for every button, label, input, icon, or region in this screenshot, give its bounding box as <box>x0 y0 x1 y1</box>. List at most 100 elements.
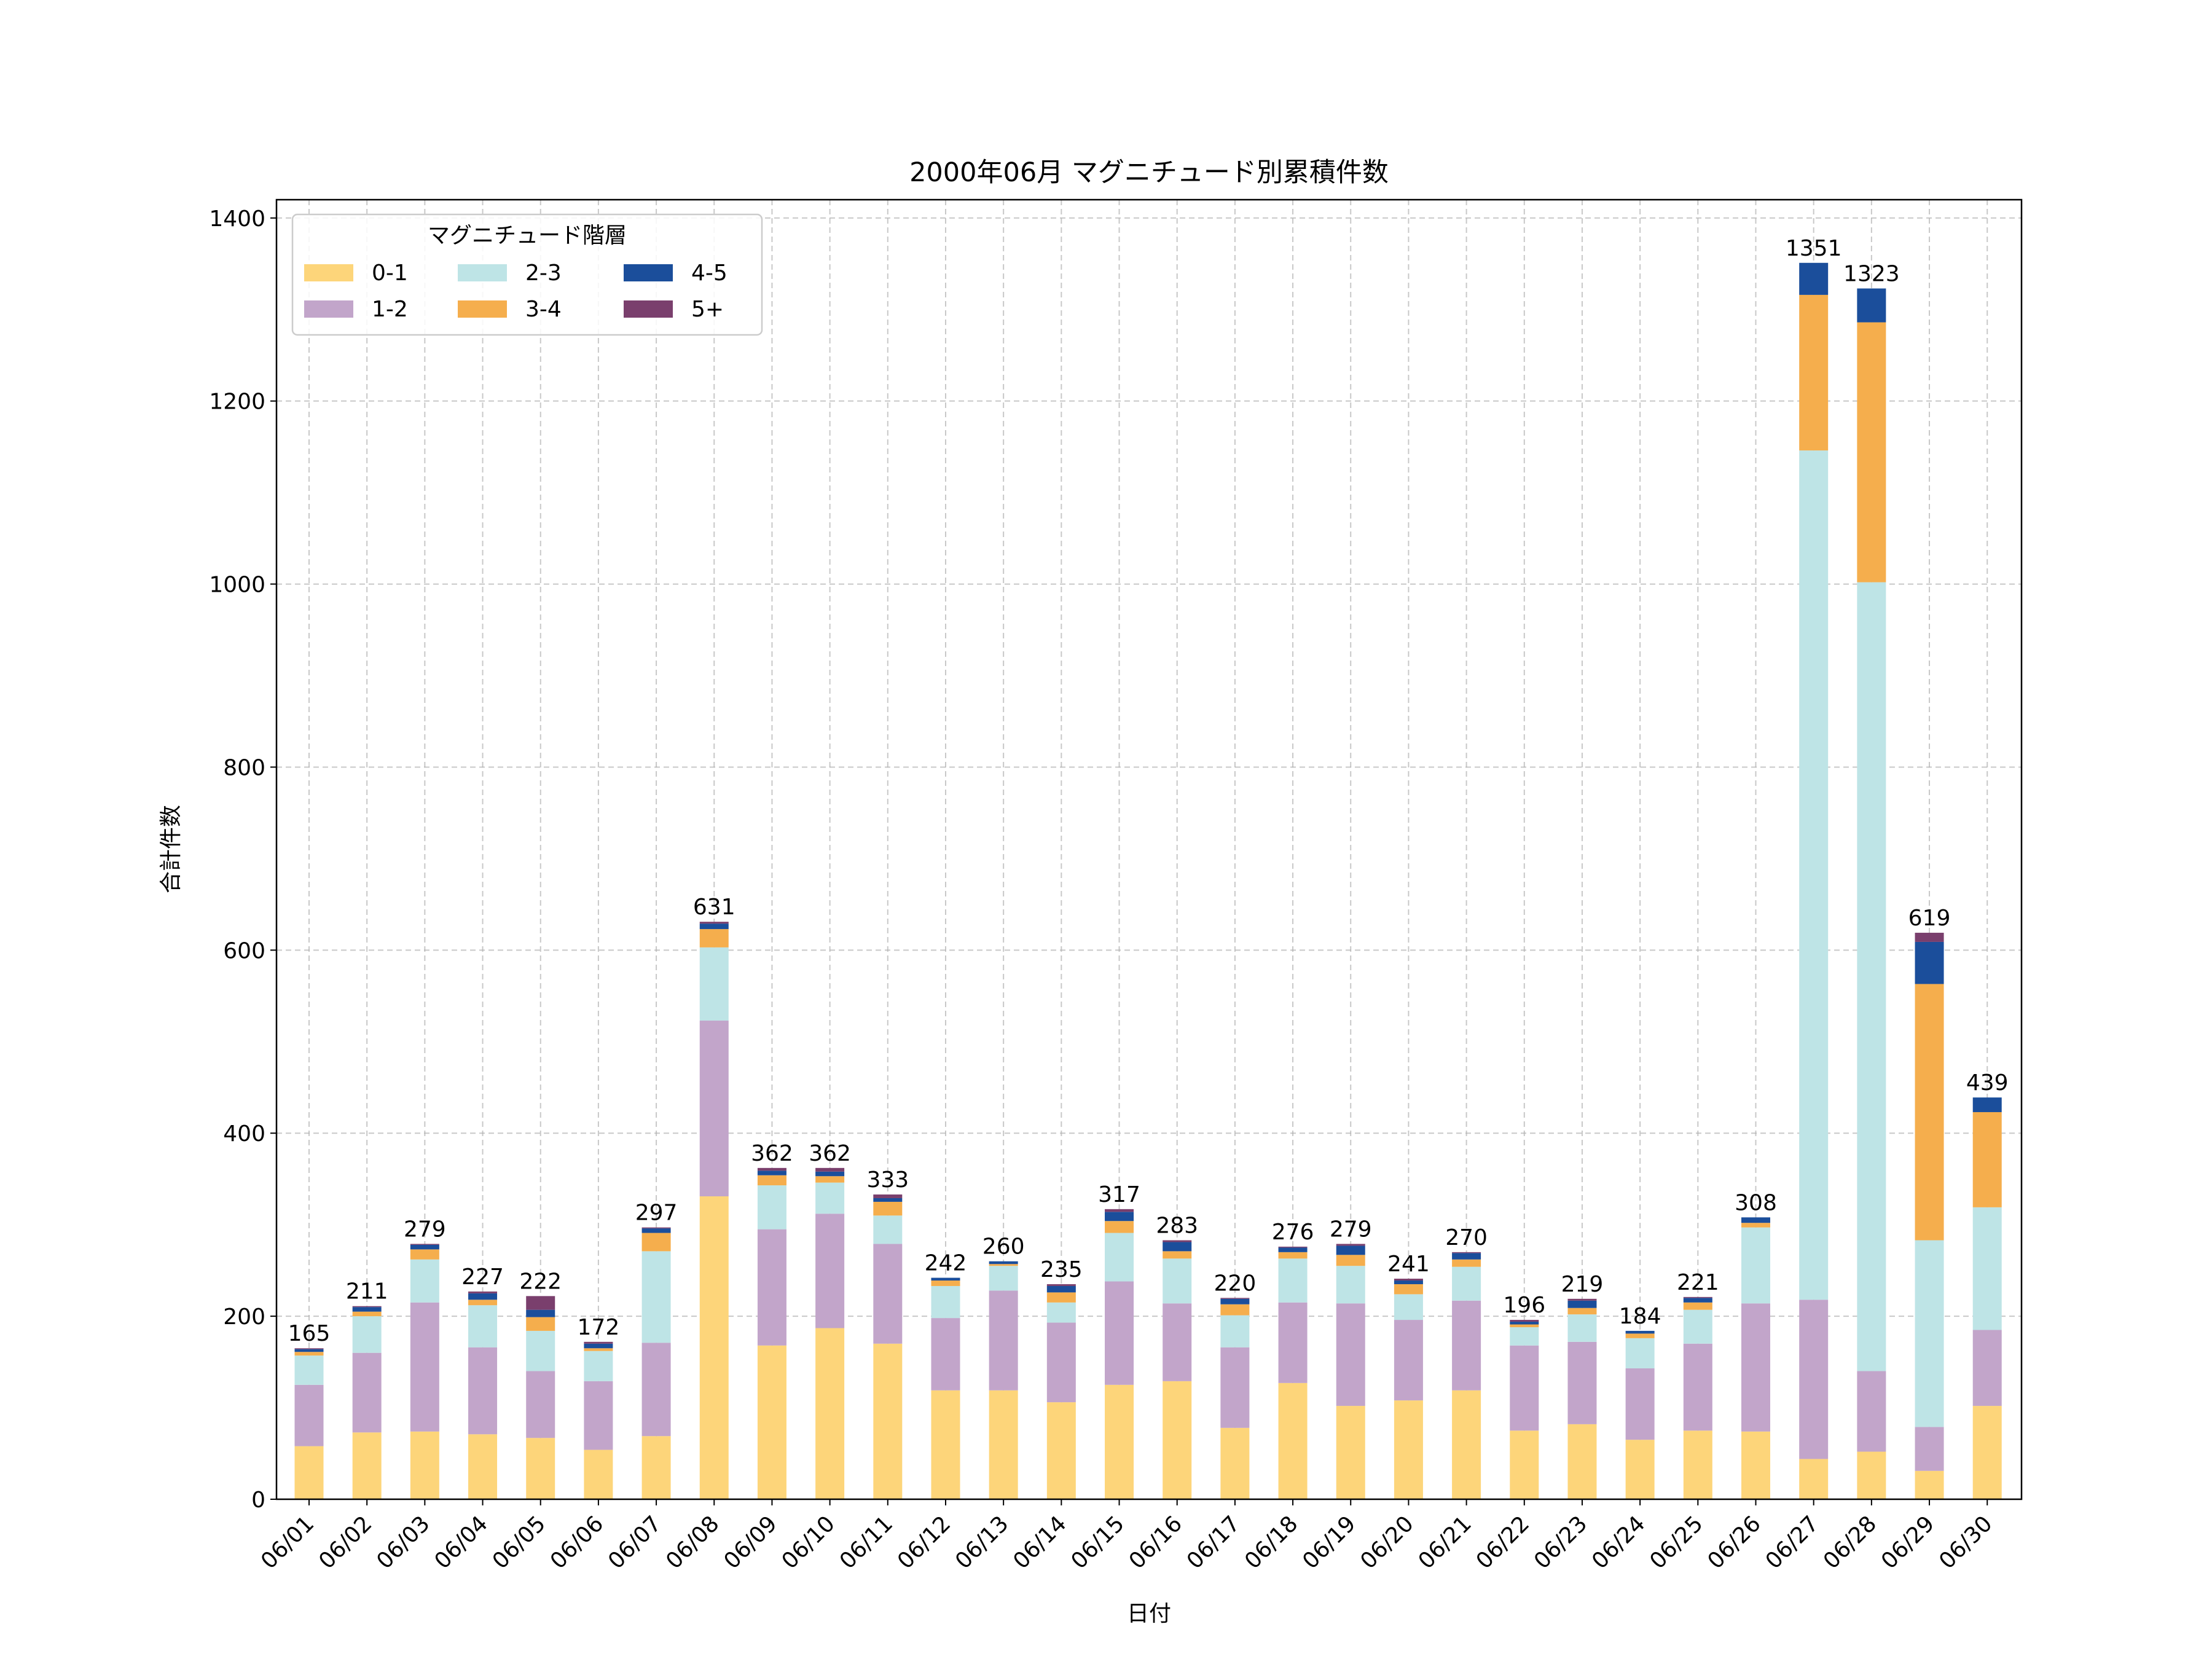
bar-total-label: 317 <box>1098 1182 1140 1207</box>
bar-segment-5+ <box>699 922 729 924</box>
bar-segment-1-2 <box>1741 1303 1770 1432</box>
bar-segment-2-3 <box>1972 1207 2002 1330</box>
bar-segment-0-1 <box>1278 1382 1308 1499</box>
bar-segment-2-3 <box>1394 1294 1423 1320</box>
bar-segment-0-1 <box>1741 1431 1770 1499</box>
bar-segment-4-5 <box>1163 1242 1192 1252</box>
legend-items: 0-1 1-2 2-3 3-4 4-5 5+ <box>304 261 728 322</box>
legend-label-3-4: 3-4 <box>525 297 562 322</box>
bar-segment-4-5 <box>1510 1322 1539 1325</box>
plot-frame <box>275 198 2023 1500</box>
bar-segment-4-5 <box>1452 1253 1481 1260</box>
bar-segment-3-4 <box>873 1201 903 1216</box>
bar-segment-2-3 <box>526 1330 555 1371</box>
bar-segment-4-5 <box>815 1171 845 1177</box>
bar-segment-3-4 <box>526 1317 555 1331</box>
bar-segment-3-4 <box>1972 1112 2002 1207</box>
bar-segment-5+ <box>1683 1296 1712 1298</box>
bar-segment-5+ <box>1046 1284 1076 1286</box>
bar-total-label: 297 <box>635 1201 678 1226</box>
bar-total-label: 220 <box>1214 1271 1257 1296</box>
bar-segment-4-5 <box>1683 1298 1712 1303</box>
y-axis: 0 200 400 600 800 1000 1200 1400 <box>209 206 276 1513</box>
bar-segment-2-3 <box>410 1259 439 1303</box>
bar-segment-5+ <box>873 1194 903 1198</box>
bar-segment-0-1 <box>699 1196 729 1499</box>
legend-swatch-5+ <box>624 300 673 318</box>
bar-segment-2-3 <box>1799 450 1829 1300</box>
bar-segment-1-2 <box>1915 1427 1944 1471</box>
bar-total-label: 308 <box>1735 1190 1777 1215</box>
bar-total-label: 279 <box>1330 1217 1372 1242</box>
bar-segment-1-2 <box>584 1381 613 1450</box>
bar-segment-1-2 <box>931 1318 960 1390</box>
bar-segment-2-3 <box>1278 1258 1308 1303</box>
bar-segment-0-1 <box>931 1390 960 1499</box>
bar-segment-2-3 <box>1857 582 1886 1371</box>
bar-segment-4-5 <box>294 1349 324 1352</box>
bar-segment-1-2 <box>1510 1345 1539 1431</box>
bar-segment-1-2 <box>757 1229 786 1346</box>
bar-total-label: 283 <box>1156 1213 1198 1238</box>
bar-segment-1-2 <box>468 1347 498 1435</box>
bar-total-label: 362 <box>809 1141 851 1166</box>
bar-segment-3-4 <box>1394 1284 1423 1295</box>
bar-total-label: 333 <box>866 1167 909 1193</box>
bar-segment-2-3 <box>1915 1240 1944 1427</box>
bar-segment-2-3 <box>352 1316 382 1353</box>
bar-segment-1-2 <box>1857 1371 1886 1452</box>
bar-segment-0-1 <box>1915 1470 1944 1499</box>
y-tick-label: 0 <box>251 1488 265 1513</box>
bar-segment-2-3 <box>584 1351 613 1381</box>
bar-segment-0-1 <box>1394 1400 1423 1499</box>
bar-segment-3-4 <box>1567 1308 1597 1315</box>
bar-segment-1-2 <box>294 1384 324 1446</box>
legend: マグニチュード階層 0-1 1-2 2-3 3-4 4-5 5+ <box>291 213 763 336</box>
bar-segment-1-2 <box>410 1302 439 1432</box>
y-tick-label: 400 <box>223 1121 265 1147</box>
bar-segment-5+ <box>1163 1240 1192 1242</box>
bar-segment-5+ <box>1105 1209 1134 1212</box>
bar-segment-3-4 <box>410 1249 439 1260</box>
bar-segment-2-3 <box>1336 1266 1365 1304</box>
bar-total-label: 279 <box>404 1217 446 1242</box>
bar-segment-3-4 <box>989 1264 1018 1266</box>
bar-segment-5+ <box>584 1341 613 1344</box>
bar-segment-4-5 <box>1046 1285 1076 1293</box>
bar-segment-1-2 <box>1336 1303 1365 1406</box>
bar-segment-2-3 <box>1163 1258 1192 1304</box>
bar-segment-1-2 <box>1046 1322 1076 1403</box>
bar-segment-5+ <box>757 1167 786 1171</box>
bar-segment-4-5 <box>410 1244 439 1250</box>
bar-segment-4-5 <box>1857 288 1886 323</box>
bar-segment-3-4 <box>1625 1333 1655 1338</box>
bar-segment-4-5 <box>352 1307 382 1312</box>
bar-segment-3-4 <box>815 1176 845 1183</box>
bar-segment-4-5 <box>1105 1212 1134 1222</box>
bar-segment-3-4 <box>468 1300 498 1306</box>
bar-segment-2-3 <box>1741 1227 1770 1304</box>
bar-total-label: 172 <box>578 1315 620 1340</box>
bar-segment-0-1 <box>1567 1424 1597 1499</box>
bar-segment-1-2 <box>1567 1341 1597 1424</box>
bar-segment-2-3 <box>757 1185 786 1230</box>
y-tick-label: 1200 <box>209 390 265 415</box>
legend-title: マグニチュード階層 <box>428 223 627 248</box>
bar-total-label: 211 <box>346 1279 388 1304</box>
bar-segment-2-3 <box>294 1355 324 1385</box>
bar-total-label: 165 <box>288 1321 331 1346</box>
bar-segment-3-4 <box>1278 1252 1308 1259</box>
bar-segment-4-5 <box>1741 1217 1770 1223</box>
y-tick-label: 600 <box>223 938 265 963</box>
bar-total-label: 270 <box>1445 1225 1488 1250</box>
bar-segment-5+ <box>1452 1252 1481 1253</box>
bar-segment-1-2 <box>641 1343 671 1437</box>
bar-segment-1-2 <box>526 1371 555 1438</box>
bar-segment-1-2 <box>873 1244 903 1344</box>
bar-segment-5+ <box>1336 1244 1365 1246</box>
bar-segment-4-5 <box>1336 1245 1365 1255</box>
bar-segment-4-5 <box>584 1343 613 1349</box>
bar-segment-4-5 <box>757 1171 786 1175</box>
bar-segment-2-3 <box>468 1305 498 1347</box>
bar-total-label: 619 <box>1908 906 1951 931</box>
